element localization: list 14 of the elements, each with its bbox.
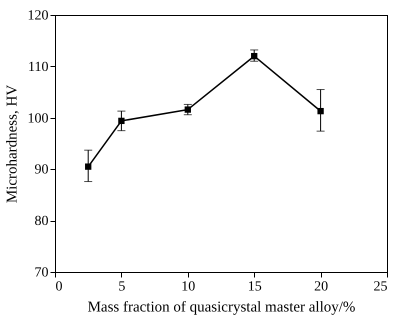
y-tick-label: 120 [28, 8, 48, 24]
y-tick-label: 90 [34, 162, 48, 178]
x-axis-title: Mass fraction of quasicrystal master alloy/% [88, 300, 356, 316]
y-axis-title: Microhardness, HV [4, 84, 20, 204]
x-tick-label: 25 [374, 280, 388, 294]
x-tick-label: 15 [248, 280, 262, 294]
x-tick-label: 20 [314, 280, 328, 294]
y-tick-label: 80 [34, 214, 48, 230]
x-tick-label: 5 [118, 280, 126, 294]
x-tick-label: 10 [181, 280, 196, 294]
x-tick-label: 0 [56, 280, 62, 294]
y-tick-label: 110 [28, 60, 48, 75]
y-tick-label: 100 [28, 111, 48, 126]
y-tick-label: 70 [34, 266, 48, 280]
